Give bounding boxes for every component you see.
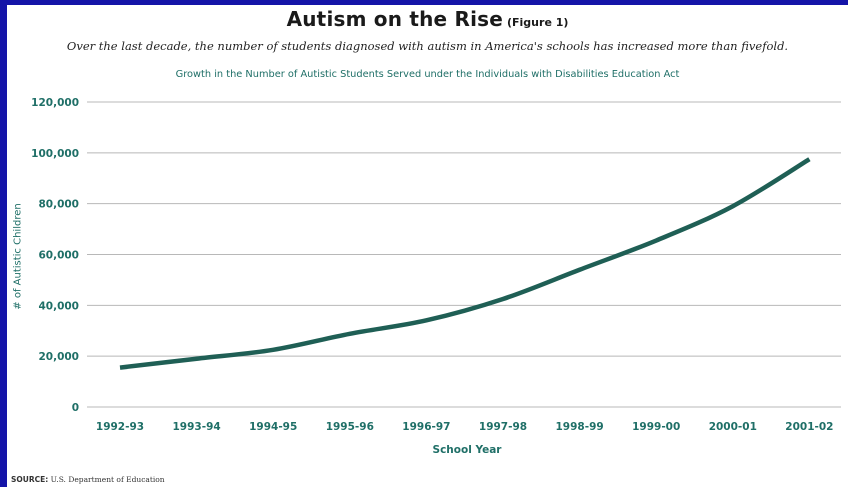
y-tick-label: 120,000	[31, 97, 79, 109]
y-tick-label: 20,000	[38, 351, 79, 363]
x-tick-label: 1994-95	[249, 421, 297, 433]
x-tick-label: 1993-94	[172, 421, 220, 433]
figure-panel: Autism on the Rise (Figure 1) Over the la…	[7, 5, 848, 487]
y-tick-label: 40,000	[38, 300, 79, 312]
source-note: SOURCE: U.S. Department of Education	[11, 475, 165, 484]
data-point	[118, 366, 122, 370]
source-label: SOURCE:	[11, 475, 49, 484]
data-point	[731, 204, 735, 208]
chart-title: Growth in the Number of Autistic Student…	[175, 69, 680, 80]
figure-title: Autism on the Rise (Figure 1)	[7, 7, 848, 31]
y-tick-label: 60,000	[38, 250, 79, 262]
figure-subtitle: Over the last decade, the number of stud…	[66, 39, 789, 53]
y-tick-label: 80,000	[38, 199, 79, 211]
figure-label: (Figure 1)	[507, 16, 569, 29]
data-point	[807, 157, 811, 161]
data-point	[195, 357, 199, 361]
y-tick-label: 100,000	[31, 148, 79, 160]
x-tick-label: 1992-93	[96, 421, 144, 433]
x-tick-label: 2000-01	[709, 421, 757, 433]
data-point	[424, 318, 428, 322]
x-tick-label: 1998-99	[555, 421, 603, 433]
x-tick-label: 1997-98	[479, 421, 527, 433]
data-point	[271, 348, 275, 352]
x-tick-label: 1995-96	[326, 421, 374, 433]
line-chart: 0 20,000 40,000 60,000 80,000 100,000 120,000 1…	[31, 97, 841, 433]
y-tick-label: 0	[72, 402, 79, 414]
data-point	[348, 332, 352, 336]
source-text: U.S. Department of Education	[50, 475, 165, 484]
series-line	[119, 157, 811, 370]
x-tick-label: 1996-97	[402, 421, 450, 433]
x-tick-label: 1999-00	[632, 421, 680, 433]
data-point	[501, 297, 505, 301]
data-point	[654, 239, 658, 243]
x-axis-label: School Year	[432, 444, 502, 456]
x-tick-label: 2001-02	[785, 421, 833, 433]
title-text: Autism on the Rise	[286, 7, 503, 31]
data-point	[578, 268, 582, 272]
